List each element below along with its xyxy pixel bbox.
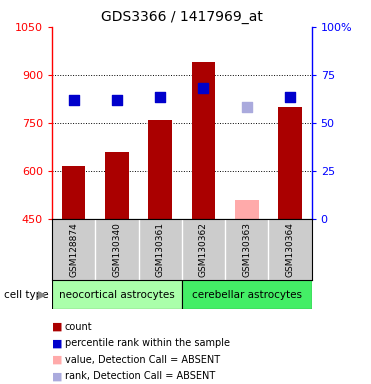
Text: ■: ■: [52, 322, 63, 332]
Text: ■: ■: [52, 338, 63, 348]
Bar: [278, 107, 302, 219]
Text: ■: ■: [52, 371, 63, 381]
Text: count: count: [65, 322, 92, 332]
Text: cerebellar astrocytes: cerebellar astrocytes: [192, 290, 302, 300]
Text: ▶: ▶: [39, 290, 47, 300]
Bar: [62, 166, 85, 219]
Bar: [182, 280, 312, 309]
Text: value, Detection Call = ABSENT: value, Detection Call = ABSENT: [65, 355, 220, 365]
Point: [287, 94, 293, 101]
Bar: [191, 62, 215, 219]
Point: [157, 94, 163, 101]
Point: [70, 98, 76, 104]
Text: neocortical astrocytes: neocortical astrocytes: [59, 290, 175, 300]
Point: [244, 104, 250, 110]
Bar: [148, 120, 172, 219]
Text: GSM130362: GSM130362: [199, 222, 208, 277]
Bar: [52, 280, 182, 309]
Point: [200, 85, 206, 91]
Text: GSM130363: GSM130363: [242, 222, 251, 277]
Point: [114, 97, 120, 103]
Text: GSM130340: GSM130340: [112, 222, 121, 277]
Text: ■: ■: [52, 355, 63, 365]
Text: GSM130361: GSM130361: [156, 222, 165, 277]
Bar: [235, 200, 259, 219]
Text: GSM130364: GSM130364: [286, 222, 295, 277]
Bar: [105, 152, 129, 219]
Text: GSM128874: GSM128874: [69, 222, 78, 277]
Text: percentile rank within the sample: percentile rank within the sample: [65, 338, 230, 348]
Text: rank, Detection Call = ABSENT: rank, Detection Call = ABSENT: [65, 371, 215, 381]
Title: GDS3366 / 1417969_at: GDS3366 / 1417969_at: [101, 10, 263, 25]
Text: cell type: cell type: [4, 290, 48, 300]
